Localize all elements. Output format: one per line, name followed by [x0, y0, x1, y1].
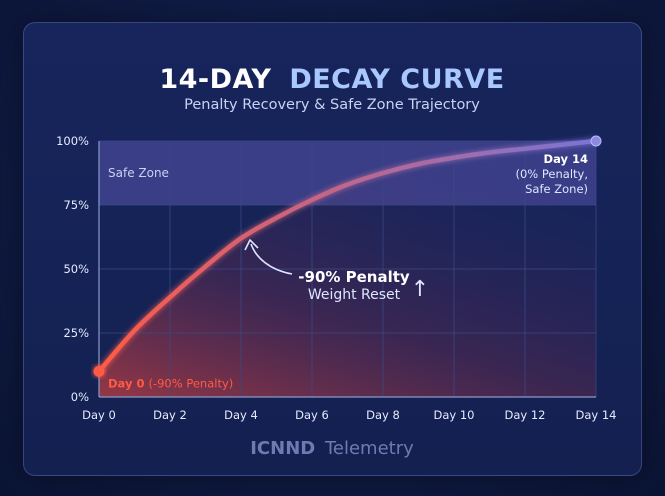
y-tick-label: 25% — [63, 326, 89, 340]
middle-annotation-subtitle: Weight Reset — [308, 287, 401, 303]
chart-title-part1: 14-DAY — [159, 64, 271, 95]
start-point-marker — [93, 365, 105, 377]
x-tick-label: Day 12 — [505, 408, 546, 422]
start-annotation: Day 0 (-90% Penalty) — [108, 376, 233, 390]
x-tick-label: Day 6 — [295, 408, 329, 422]
start-annotation-day: Day 0 — [108, 376, 144, 390]
footer-part2: Telemetry — [324, 438, 414, 459]
safe-zone-label: Safe Zone — [108, 166, 169, 180]
footer-label: ICNND Telemetry — [250, 438, 414, 459]
series-line — [96, 138, 599, 374]
x-tick-label: Day 14 — [576, 408, 617, 422]
x-tick-label: Day 0 — [82, 408, 116, 422]
end-annotation-line2: (0% Penalty, — [516, 167, 589, 181]
footer-part1: ICNND — [250, 438, 315, 459]
x-tick-label: Day 8 — [366, 408, 400, 422]
chart-title: 14-DAY DECAY CURVE — [159, 64, 504, 95]
end-point-marker — [590, 135, 602, 147]
y-tick-label: 0% — [71, 390, 89, 404]
x-tick-label: Day 2 — [153, 408, 187, 422]
end-annotation-line3: Safe Zone) — [525, 182, 588, 196]
x-tick-label: Day 10 — [434, 408, 475, 422]
up-arrow-icon: ↑ — [411, 277, 429, 302]
pointer-arrow-line — [250, 243, 293, 275]
x-tick-label: Day 4 — [224, 408, 258, 422]
y-tick-label: 75% — [63, 198, 89, 212]
plot-area: Day 0 Day 2 Day 4 Day 6 Day 8 Day 10 Day 12 Day… — [56, 134, 616, 422]
y-tick-label: 100% — [56, 134, 89, 148]
end-annotation-title: Day 14 — [544, 152, 588, 166]
y-tick-label: 50% — [63, 262, 89, 276]
chart-title-part2: DECAY CURVE — [289, 64, 504, 95]
chart-subtitle: Penalty Recovery & Safe Zone Trajectory — [184, 97, 480, 113]
middle-annotation-title: -90% Penalty — [298, 268, 410, 286]
start-annotation-detail: (-90% Penalty) — [148, 376, 233, 390]
pointer-arrow-head-icon — [244, 239, 259, 251]
